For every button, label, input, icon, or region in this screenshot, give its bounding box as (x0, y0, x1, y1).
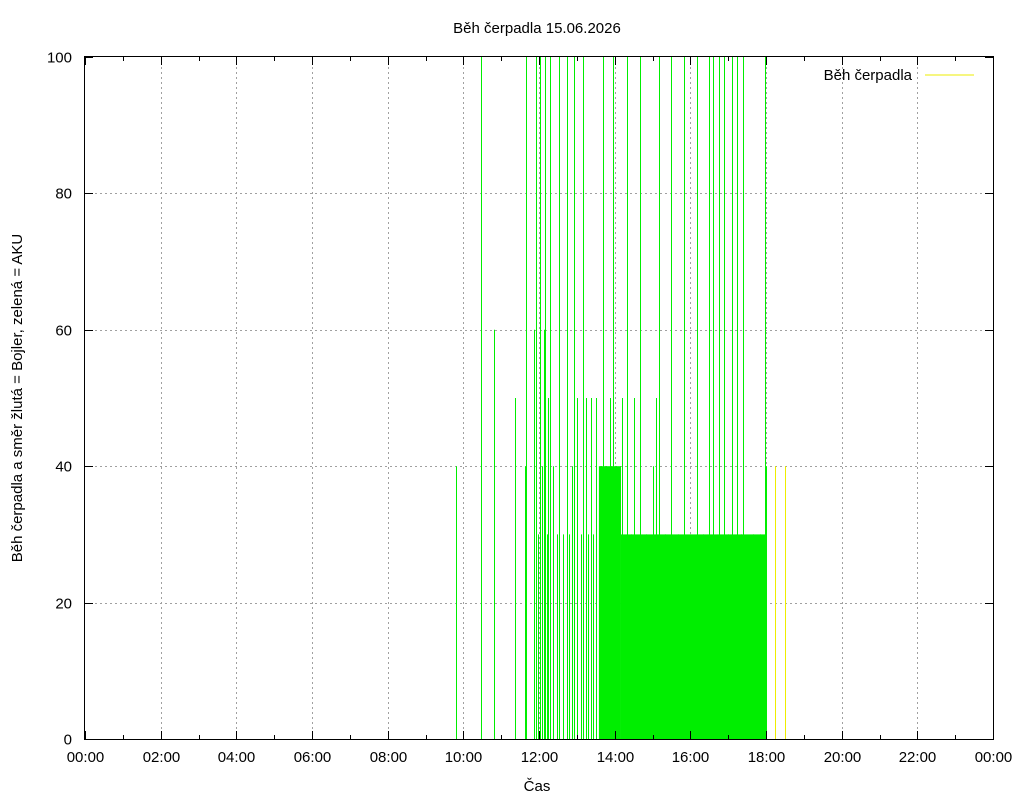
x-tick-label: 02:00 (143, 749, 181, 766)
y-tick-label: 40 (55, 459, 72, 476)
x-tick-label: 20:00 (824, 749, 862, 766)
legend-label: Běh čerpadla (824, 67, 913, 84)
filled-block (598, 466, 621, 739)
data-layer (456, 57, 786, 739)
plot-frame (84, 56, 994, 740)
y-tick-labels: 0 20 40 60 80 100 (47, 50, 72, 749)
tick-marks (85, 57, 994, 740)
x-tick-label: 18:00 (748, 749, 786, 766)
y-tick-label: 100 (47, 50, 72, 67)
x-tick-label: 16:00 (672, 749, 710, 766)
y-tick-label: 0 (64, 732, 72, 749)
grid (85, 57, 993, 739)
x-tick-label: 22:00 (899, 749, 937, 766)
legend: Běh čerpadla (824, 67, 974, 84)
chart-title: Běh čerpadla 15.06.2026 (453, 20, 621, 37)
y-tick-label: 80 (55, 186, 72, 203)
x-tick-label: 00:00 (67, 749, 105, 766)
x-tick-label: 08:00 (370, 749, 408, 766)
x-axis-label: Čas (524, 778, 551, 795)
filled-block (620, 534, 766, 739)
x-tick-labels: 00:00 02:00 04:00 06:00 08:00 10:00 12:00 14:00… (67, 749, 1013, 766)
x-tick-label: 06:00 (294, 749, 332, 766)
y-axis-label: Běh čerpadla a směr žlutá = Bojler, zele… (9, 234, 26, 563)
x-tick-label: 00:00 (975, 749, 1013, 766)
y-tick-label: 60 (55, 323, 72, 340)
x-tick-label: 14:00 (597, 749, 635, 766)
x-tick-label: 12:00 (521, 749, 559, 766)
x-tick-label: 04:00 (218, 749, 256, 766)
y-tick-label: 20 (55, 596, 72, 613)
x-tick-label: 10:00 (445, 749, 483, 766)
